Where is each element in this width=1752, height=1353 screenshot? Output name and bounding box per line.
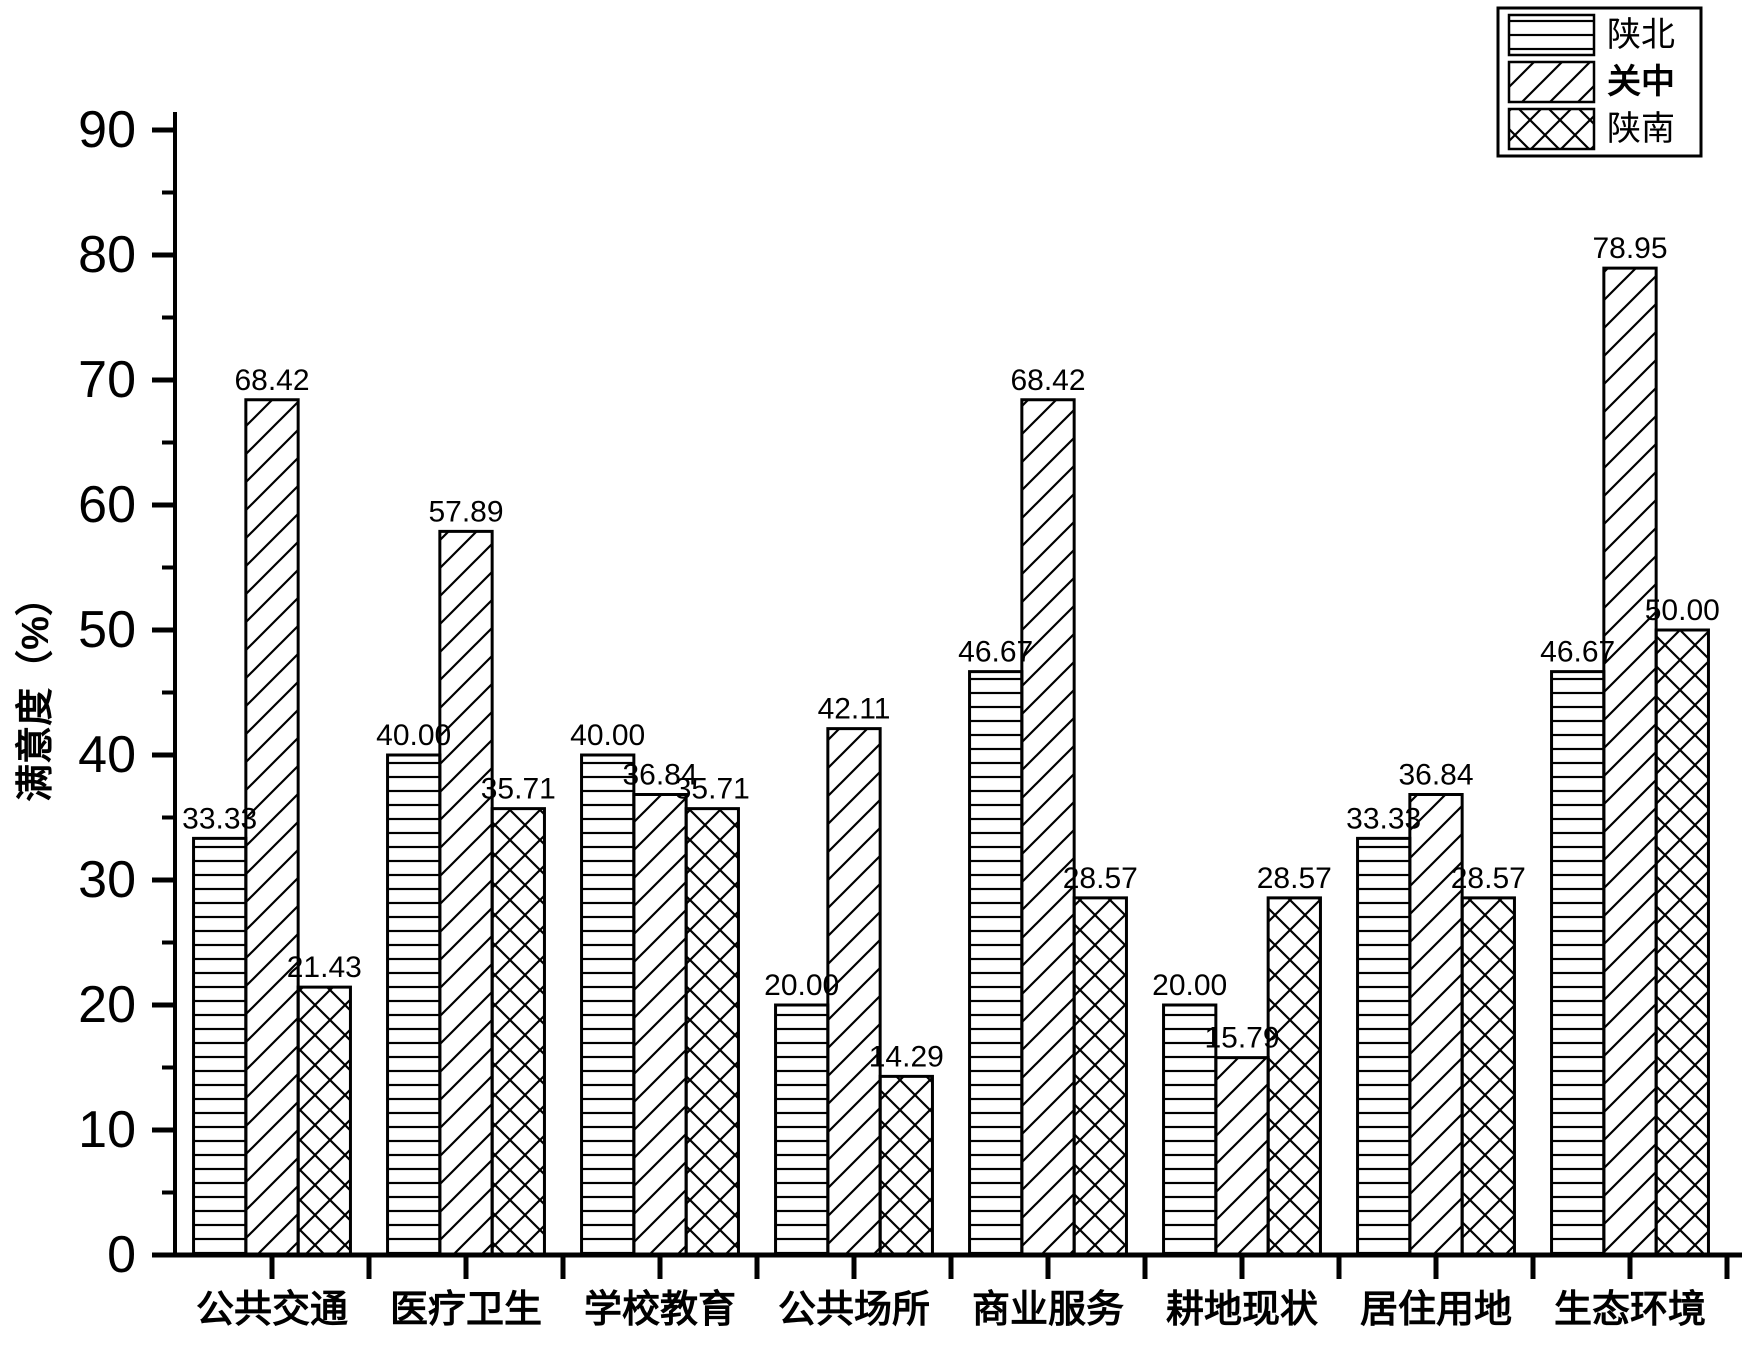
y-tick-label: 70 [78, 351, 136, 409]
bar-value-label: 28.57 [1063, 862, 1138, 895]
category-label: 生态环境 [1554, 1289, 1706, 1331]
bar [632, 793, 688, 1257]
bar [1460, 896, 1516, 1257]
bar-value-label: 42.11 [818, 693, 891, 726]
y-tick-label: 0 [107, 1226, 136, 1284]
bar [1550, 670, 1606, 1257]
category-label: 学校教育 [584, 1288, 736, 1331]
bar-value-label: 28.57 [1257, 862, 1332, 895]
category-label: 耕地现状 [1166, 1289, 1319, 1331]
plot-area: 33.3368.4221.43公共交通40.0057.8935.71医疗卫生40… [78, 6, 1742, 1331]
bar [1072, 896, 1128, 1257]
bar-value-label: 57.89 [428, 495, 503, 528]
bar [580, 753, 636, 1257]
bar-value-label: 40.00 [570, 719, 645, 752]
y-tick-label: 90 [78, 101, 136, 159]
y-tick-label: 40 [78, 726, 136, 784]
y-tick-label: 60 [78, 476, 136, 534]
bar [1654, 628, 1710, 1257]
bar [1162, 1003, 1218, 1257]
category-label: 公共交通 [196, 1288, 348, 1331]
legend-label: 陕北 [1607, 16, 1675, 54]
bar-value-label: 20.00 [1152, 969, 1227, 1002]
legend-swatch [1507, 107, 1596, 151]
y-axis-title: 满意度（%） [15, 578, 57, 802]
y-tick-label: 80 [78, 226, 136, 284]
bar [490, 807, 546, 1257]
bar [192, 836, 248, 1257]
bar-value-label: 68.42 [1010, 364, 1085, 397]
legend-label: 陕南 [1607, 110, 1675, 148]
legend-label: 关中 [1607, 63, 1675, 101]
bar-value-label: 78.95 [1592, 232, 1667, 265]
bar-value-label: 50.00 [1645, 594, 1720, 627]
bar-value-label: 21.43 [287, 951, 362, 984]
bar [296, 985, 352, 1257]
y-tick-label: 20 [78, 976, 136, 1034]
bar [244, 398, 300, 1257]
bar-value-label: 35.71 [481, 773, 556, 806]
bar [774, 1003, 830, 1257]
bar [1214, 1056, 1270, 1257]
legend-swatch [1507, 60, 1596, 104]
bar [826, 727, 882, 1257]
category-label: 居住用地 [1360, 1289, 1512, 1331]
bar [1602, 266, 1658, 1257]
bar [968, 670, 1024, 1257]
y-tick-label: 10 [78, 1101, 136, 1159]
bar-value-label: 14.29 [869, 1040, 944, 1073]
bar-value-label: 28.57 [1451, 862, 1526, 895]
category-label: 医疗卫生 [390, 1289, 542, 1331]
category-label: 公共场所 [778, 1289, 930, 1331]
bar [438, 529, 494, 1257]
bar-value-label: 36.84 [622, 759, 697, 792]
bar [1020, 398, 1076, 1257]
y-tick-label: 50 [78, 601, 136, 659]
bar [386, 753, 442, 1257]
bar-value-label: 68.42 [234, 364, 309, 397]
bar-value-label: 35.71 [675, 773, 750, 806]
legend-swatch [1507, 13, 1596, 57]
bar-value-label: 36.84 [1398, 759, 1473, 792]
bar [1266, 896, 1322, 1257]
bar [878, 1074, 934, 1257]
bar [1356, 836, 1412, 1257]
y-tick-label: 30 [78, 851, 136, 909]
category-label: 商业服务 [972, 1289, 1124, 1331]
bar [684, 807, 740, 1257]
